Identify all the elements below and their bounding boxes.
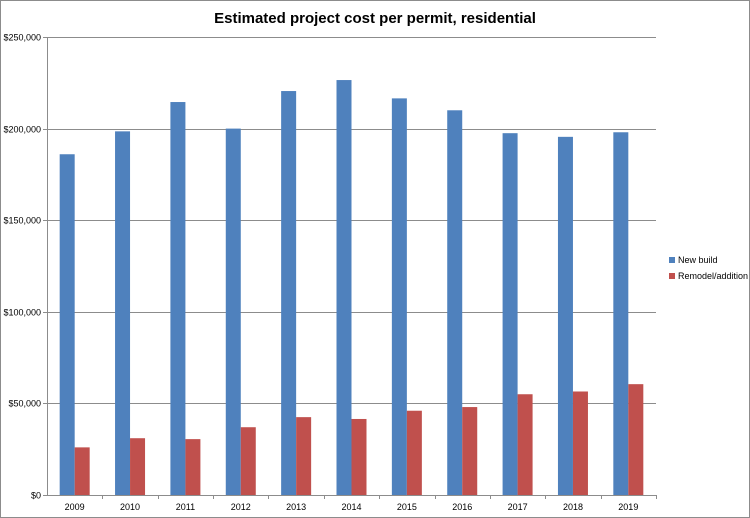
x-tick-label: 2010: [120, 502, 140, 512]
x-tick-label: 2012: [231, 502, 251, 512]
legend-swatch: [669, 273, 675, 279]
bar-new-build-2012: [225, 128, 241, 495]
bars: [59, 80, 644, 496]
y-tick-label: $150,000: [3, 216, 41, 226]
x-tick-label: 2018: [563, 502, 583, 512]
y-tick-label: $0: [31, 491, 41, 501]
bar-remodel-addition-2018: [572, 391, 588, 495]
bar-remodel-addition-2013: [296, 417, 312, 495]
x-tick-label: 2009: [65, 502, 85, 512]
legend-label: New build: [678, 255, 718, 265]
x-tick-label: 2019: [618, 502, 638, 512]
y-tick-label: $100,000: [3, 308, 41, 318]
bar-remodel-addition-2015: [406, 410, 422, 495]
bar-remodel-addition-2009: [74, 447, 90, 495]
y-tick-label: $250,000: [3, 33, 41, 43]
x-tick-label: 2016: [452, 502, 472, 512]
x-tick-labels: 2009 2010 2011 2012 2013 2014 2015 2016 2017 2018…: [65, 502, 639, 512]
bar-remodel-addition-2017: [517, 394, 533, 495]
bar-new-build-2014: [336, 80, 352, 495]
bar-remodel-addition-2012: [240, 427, 256, 495]
bar-new-build-2016: [447, 110, 463, 495]
x-tick-label: 2014: [341, 502, 361, 512]
bar-new-build-2010: [115, 131, 131, 495]
legend-label: Remodel/addition: [678, 271, 748, 281]
bar-new-build-2009: [59, 154, 75, 496]
bar-remodel-addition-2016: [462, 407, 478, 495]
bar-new-build-2019: [613, 132, 629, 495]
y-tick-labels: $0 $50,000 $100,000 $150,000 $200,000 $250,00…: [3, 33, 41, 501]
y-tick-label: $200,000: [3, 125, 41, 135]
bar-new-build-2017: [502, 133, 518, 495]
y-tick-label: $50,000: [8, 399, 41, 409]
bar-remodel-addition-2014: [351, 418, 367, 495]
axes: [43, 37, 657, 499]
x-tick-label: 2013: [286, 502, 306, 512]
bar-remodel-addition-2011: [185, 439, 201, 495]
bar-new-build-2015: [391, 98, 407, 495]
chart-title: Estimated project cost per permit, resid…: [214, 10, 536, 27]
bar-new-build-2018: [557, 136, 573, 495]
bar-remodel-addition-2019: [628, 384, 644, 495]
x-tick-label: 2017: [508, 502, 528, 512]
bar-new-build-2011: [170, 102, 186, 495]
bar-remodel-addition-2010: [130, 438, 146, 495]
legend-swatch: [669, 257, 675, 263]
x-tick-label: 2015: [397, 502, 417, 512]
bar-new-build-2013: [281, 91, 297, 495]
legend: New build Remodel/addition: [669, 255, 748, 281]
x-tick-label: 2011: [176, 502, 195, 512]
